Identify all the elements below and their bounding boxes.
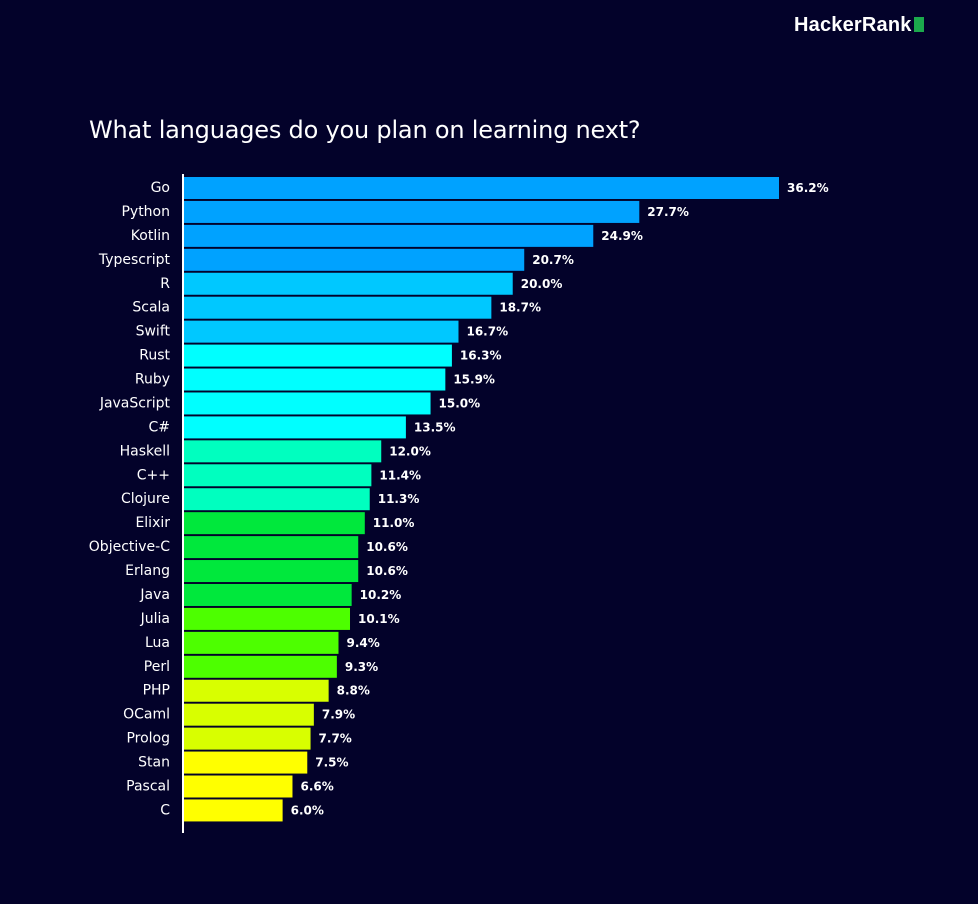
chart-title: What languages do you plan on learning n… — [89, 116, 641, 144]
category-label: Kotlin — [131, 228, 170, 244]
category-label: Prolog — [126, 731, 170, 747]
category-label: R — [160, 276, 170, 292]
value-label: 18.7% — [499, 301, 541, 315]
category-label: JavaScript — [99, 395, 171, 411]
value-label: 10.2% — [360, 588, 402, 602]
bar-lua — [184, 631, 339, 654]
category-label: Haskell — [120, 443, 170, 459]
category-label: C++ — [137, 467, 170, 483]
category-label: Stan — [138, 755, 170, 771]
bar-perl — [184, 655, 337, 678]
bar-scala — [184, 296, 492, 319]
category-label: Pascal — [126, 779, 170, 795]
value-label: 20.0% — [521, 277, 563, 291]
bar-php — [184, 679, 329, 702]
category-label: C# — [148, 419, 170, 435]
bar-elixir — [184, 512, 365, 535]
category-label: Ruby — [135, 372, 170, 388]
value-label: 7.7% — [319, 732, 352, 746]
category-label: Rust — [139, 348, 170, 364]
category-label: OCaml — [123, 707, 170, 723]
value-label: 11.3% — [378, 492, 420, 506]
category-labels: Go Python Kotlin Typescript R Scala Swift Rust R… — [89, 180, 171, 818]
category-label: Scala — [132, 300, 170, 316]
value-label: 6.0% — [291, 803, 324, 817]
value-label: 15.9% — [453, 373, 495, 387]
bar-rust — [184, 344, 452, 367]
bar-c — [184, 799, 283, 822]
category-label: Objective-C — [89, 539, 170, 555]
bar-python — [184, 200, 640, 223]
value-label: 10.6% — [366, 540, 408, 554]
bar-clojure — [184, 488, 370, 511]
value-label: 20.7% — [532, 253, 574, 267]
value-label: 11.4% — [379, 468, 421, 482]
brand-name: HackerRank — [794, 14, 912, 36]
value-label: 27.7% — [647, 205, 689, 219]
value-label: 6.6% — [300, 780, 333, 794]
value-label: 9.4% — [347, 636, 380, 650]
bar-javascript — [184, 392, 431, 415]
value-label: 9.3% — [345, 660, 378, 674]
category-label: Perl — [144, 659, 170, 675]
bar-csharp — [184, 416, 406, 439]
value-label: 10.6% — [366, 564, 408, 578]
category-label: Go — [151, 180, 170, 196]
brand-mark-icon — [913, 16, 924, 32]
bar-pascal — [184, 775, 293, 798]
bar-swift — [184, 320, 459, 343]
bar-erlang — [184, 560, 359, 583]
category-label: Lua — [145, 635, 170, 651]
brand-logo: HackerRank — [794, 13, 924, 37]
category-label: Erlang — [125, 563, 170, 579]
bar-haskell — [184, 440, 382, 463]
category-label: Clojure — [121, 491, 170, 507]
category-label: C — [160, 802, 170, 818]
bar-go — [184, 177, 779, 199]
bar-objective-c — [184, 536, 359, 559]
value-label: 24.9% — [601, 229, 643, 243]
bar-ocaml — [184, 703, 314, 726]
bar-stan — [184, 751, 308, 774]
value-label: 36.2% — [787, 181, 829, 195]
bar-java — [184, 583, 352, 606]
value-label: 8.8% — [337, 684, 370, 698]
bar-r — [184, 272, 513, 295]
bar-typescript — [184, 248, 525, 271]
bars — [184, 177, 779, 822]
value-label: 11.0% — [373, 516, 415, 530]
value-labels: 36.2% 27.7% 24.9% 20.7% 20.0% 18.7% 16.7% 16.3%… — [291, 181, 829, 817]
value-label: 12.0% — [389, 444, 431, 458]
value-label: 13.5% — [414, 420, 456, 434]
value-label: 16.3% — [460, 349, 502, 363]
category-label: Typescript — [98, 252, 171, 268]
category-label: PHP — [143, 683, 170, 699]
bar-prolog — [184, 727, 311, 750]
category-label: Julia — [140, 611, 170, 627]
category-label: Elixir — [135, 515, 170, 531]
bar-cplusplus — [184, 464, 372, 487]
bar-julia — [184, 607, 351, 630]
bar-ruby — [184, 368, 446, 391]
value-label: 10.1% — [358, 612, 400, 626]
category-label: Swift — [136, 324, 171, 340]
value-label: 15.0% — [439, 396, 481, 410]
bar-kotlin — [184, 224, 594, 247]
category-label: Python — [121, 204, 170, 220]
value-label: 7.9% — [322, 708, 355, 722]
category-label: Java — [139, 587, 170, 603]
value-label: 16.7% — [466, 325, 508, 339]
value-label: 7.5% — [315, 756, 348, 770]
